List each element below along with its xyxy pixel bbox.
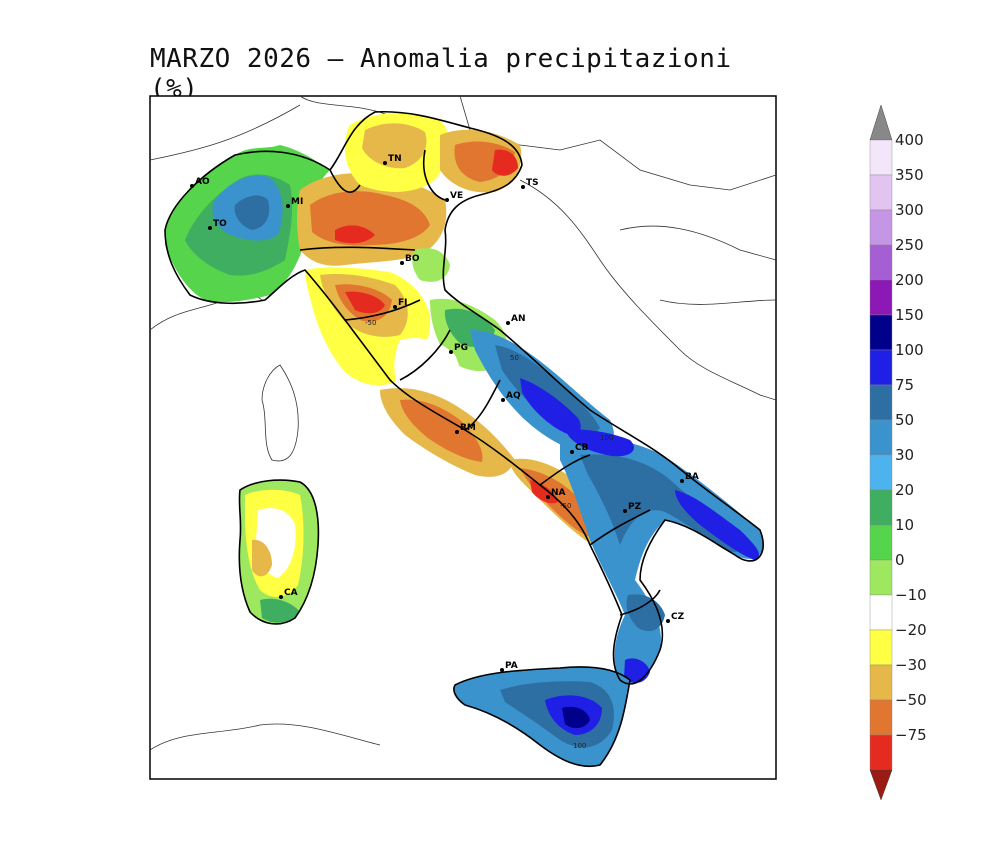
colorbar-tick-label: 300: [895, 201, 924, 219]
colorbar-tick-label: 50: [895, 411, 914, 429]
city-marker: BO: [400, 254, 420, 265]
colorbar-top-arrow: [869, 104, 893, 141]
map-title: MARZO 2026 — Anomalia precipitazioni (%): [150, 44, 732, 104]
colorbar-segment: [869, 594, 893, 631]
colorbar-segment: [869, 139, 893, 176]
city-label: RM: [460, 423, 476, 433]
city-label: BA: [685, 472, 699, 482]
colorbar-segment: [869, 559, 893, 596]
colorbar-segment: [869, 174, 893, 211]
colorbar-tick-label: −30: [895, 656, 927, 674]
colorbar-tick-label: −20: [895, 621, 927, 639]
city-marker: CB: [570, 443, 589, 454]
colorbar-segment: [869, 454, 893, 491]
colorbar-segment: [869, 279, 893, 316]
city-label: AQ: [506, 391, 521, 401]
city-label: CB: [575, 443, 589, 453]
city-marker: AQ: [501, 391, 521, 402]
contour-label: -50: [365, 319, 376, 327]
city-marker: MI: [286, 197, 303, 208]
colorbar-tick-label: 400: [895, 131, 924, 149]
city-marker: RM: [455, 423, 476, 434]
colorbar-segment: [869, 314, 893, 351]
city-label: AN: [511, 314, 526, 324]
colorbar-segment: [869, 489, 893, 526]
contour-label: 100: [600, 434, 613, 442]
colorbar-tick-label: −50: [895, 691, 927, 709]
city-marker: TO: [208, 219, 227, 230]
city-marker: CZ: [666, 612, 685, 623]
city-marker: AN: [506, 314, 526, 325]
colorbar-tick-label: −75: [895, 726, 927, 744]
colorbar-bottom-arrow: [869, 769, 893, 801]
city-marker: VE: [445, 191, 463, 202]
precipitation-field: [165, 113, 764, 767]
colorbar-tick-label: 200: [895, 271, 924, 289]
city-label: TS: [526, 178, 539, 188]
colorbar-tick-label: 10: [895, 516, 914, 534]
city-marker: AO: [190, 177, 210, 188]
contour-label: -50: [560, 502, 571, 510]
colorbar-tick-label: 250: [895, 236, 924, 254]
colorbar: 40035030025020015010075503020100−10−20−3…: [869, 104, 927, 801]
colorbar-tick-label: 20: [895, 481, 914, 499]
city-markers: AO TO MI TN VE TS BO FI AN PG AQ RM CB N…: [190, 154, 699, 672]
colorbar-segment: [869, 419, 893, 456]
city-label: MI: [291, 197, 303, 207]
colorbar-segment: [869, 384, 893, 421]
city-marker: PG: [449, 343, 468, 354]
city-marker: PZ: [623, 502, 642, 513]
colorbar-tick-label: 150: [895, 306, 924, 324]
city-marker: FI: [393, 298, 408, 309]
colorbar-segment: [869, 629, 893, 666]
colorbar-tick-label: 30: [895, 446, 914, 464]
city-marker: TN: [383, 154, 402, 165]
contour-label: 100: [573, 742, 586, 750]
colorbar-segment: [869, 699, 893, 736]
city-label: FI: [398, 298, 408, 308]
city-marker: PA: [500, 661, 518, 672]
city-marker: NA: [546, 488, 566, 499]
city-label: TN: [388, 154, 402, 164]
city-label: TO: [213, 219, 227, 229]
colorbar-tick-label: 75: [895, 376, 914, 394]
colorbar-segment: [869, 349, 893, 386]
regional-borders: [164, 110, 764, 768]
colorbar-tick-label: −10: [895, 586, 927, 604]
city-label: PA: [505, 661, 518, 671]
city-marker: CA: [279, 588, 298, 599]
colorbar-segment: [869, 209, 893, 246]
city-label: VE: [450, 191, 463, 201]
contour-label: 50: [510, 354, 519, 362]
colorbar-tick-label: 100: [895, 341, 924, 359]
city-marker: BA: [680, 472, 699, 483]
city-label: PZ: [628, 502, 642, 512]
city-label: CZ: [671, 612, 685, 622]
contour-labels: -50 50 100 -50 100: [365, 319, 613, 750]
city-label: BO: [405, 254, 420, 264]
colorbar-segment: [869, 524, 893, 561]
colorbar-tick-label: 350: [895, 166, 924, 184]
colorbar-segment: [869, 244, 893, 281]
city-label: CA: [284, 588, 298, 598]
city-label: PG: [454, 343, 468, 353]
colorbar-tick-label: 0: [895, 551, 905, 569]
colorbar-segment: [869, 734, 893, 771]
city-marker: TS: [521, 178, 539, 189]
city-label: AO: [195, 177, 210, 187]
colorbar-segment: [869, 664, 893, 701]
city-label: NA: [551, 488, 566, 498]
